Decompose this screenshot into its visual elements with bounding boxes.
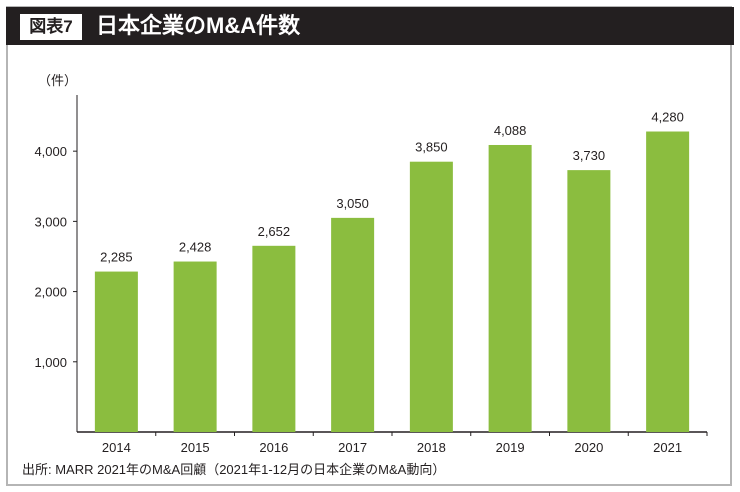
- y-tick-label: 1,000: [34, 355, 67, 370]
- bar-2017: [331, 217, 375, 432]
- x-tick-label: 2014: [102, 440, 131, 455]
- x-tick-label: 2017: [338, 440, 367, 455]
- x-tick-label: 2020: [574, 440, 603, 455]
- x-tick-label: 2019: [496, 440, 525, 455]
- x-tick-label: 2021: [653, 440, 682, 455]
- title-bar: [6, 7, 734, 45]
- x-tick-label: 2016: [259, 440, 288, 455]
- x-tick-label: 2015: [181, 440, 210, 455]
- data-label: 2,428: [179, 240, 212, 255]
- data-label: 2,285: [100, 250, 133, 265]
- data-label: 4,088: [494, 123, 527, 138]
- chart-title: 日本企業のM&A件数: [96, 13, 301, 38]
- bar-2020: [567, 170, 611, 432]
- data-label: 3,050: [336, 196, 369, 211]
- y-tick-label: 3,000: [34, 214, 67, 229]
- bar-2016: [252, 245, 296, 432]
- bar-2021: [646, 131, 690, 432]
- data-label: 3,850: [415, 140, 448, 155]
- bar-2019: [488, 144, 532, 432]
- y-axis-unit-label: （件）: [38, 73, 78, 88]
- data-label: 3,730: [573, 148, 606, 163]
- data-label: 2,652: [258, 224, 291, 239]
- source-note: 出所: MARR 2021年のM&A回顧（2021年1-12月の日本企業のM&A…: [22, 462, 446, 477]
- bar-2018: [409, 161, 453, 432]
- y-tick-label: 2,000: [34, 285, 67, 300]
- x-tick-label: 2018: [417, 440, 446, 455]
- y-tick-label: 4,000: [34, 144, 67, 159]
- bar-2015: [173, 261, 217, 432]
- data-label: 4,280: [651, 110, 684, 125]
- figure-tag: 図表7: [20, 14, 82, 40]
- bar-2014: [94, 271, 138, 432]
